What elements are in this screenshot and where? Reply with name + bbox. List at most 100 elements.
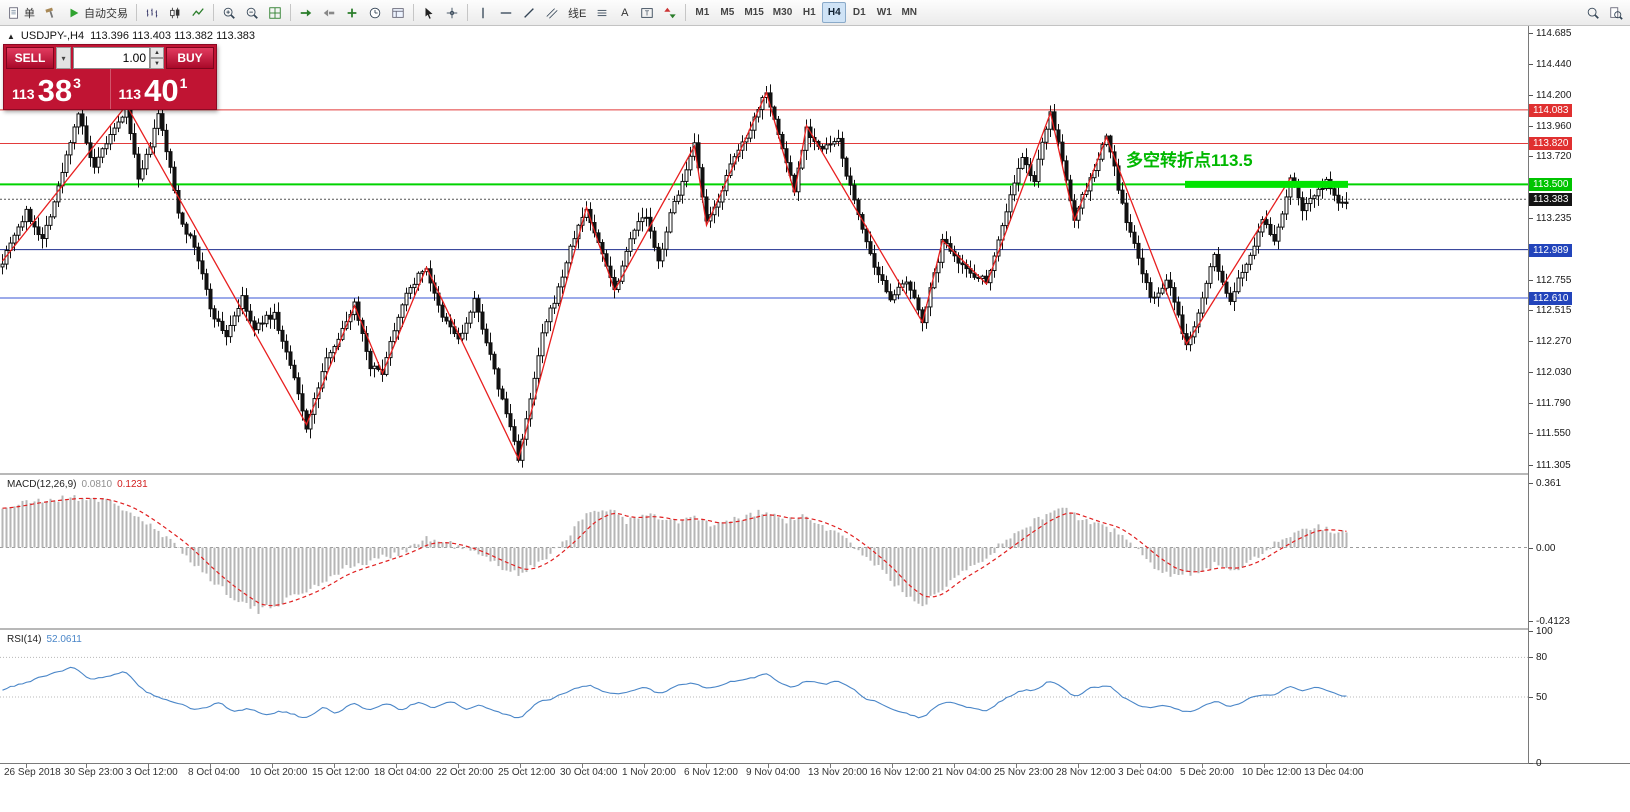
- period-dropdown-button[interactable]: [364, 2, 386, 23]
- macd-pane[interactable]: MACD(12,26,9) 0.0810 0.1231: [0, 476, 1528, 628]
- text-tool-button[interactable]: A: [614, 2, 635, 23]
- time-axis-label: 25 Nov 23:00: [994, 767, 1054, 778]
- templates-button[interactable]: [387, 2, 409, 23]
- time-tick: [520, 764, 521, 768]
- time-axis-label: 16 Nov 12:00: [870, 767, 930, 778]
- trendline-tool-button[interactable]: [518, 2, 540, 23]
- candlestick-chart[interactable]: 多空转折点113.5: [0, 26, 1528, 473]
- timeframe-h4[interactable]: H4: [822, 2, 847, 23]
- auto-scroll-button[interactable]: [295, 2, 317, 23]
- axis-tick: [1529, 482, 1533, 484]
- time-axis-label: 30 Sep 23:00: [64, 767, 124, 778]
- main-chart-pane[interactable]: 多空转折点113.5 ▲ USDJPY-,H4 113.396 113.403 …: [0, 26, 1528, 473]
- timeframe-m5[interactable]: M5: [715, 2, 739, 23]
- rsi-pane[interactable]: RSI(14) 52.0611: [0, 631, 1528, 763]
- objects-list-button[interactable]: [591, 2, 613, 23]
- timeframe-d1[interactable]: D1: [847, 2, 871, 23]
- arrows-tool-button[interactable]: [659, 2, 681, 23]
- macd-label: MACD(12,26,9) 0.0810 0.1231: [7, 479, 148, 490]
- price-axis-label: 111.305: [1536, 459, 1571, 471]
- buy-price[interactable]: 113 40 1: [109, 69, 217, 109]
- metaeditor-button[interactable]: [40, 2, 62, 23]
- toolbar-separator: [413, 4, 414, 21]
- axis-tick: [1529, 763, 1533, 764]
- volume-up-button[interactable]: ▲: [150, 47, 164, 58]
- text-label-tool-button[interactable]: T: [636, 2, 658, 23]
- new-chart-button[interactable]: [341, 2, 363, 23]
- price-axis[interactable]: 114.685 114.440 114.200 113.960 113.720 113.2…: [1528, 26, 1630, 769]
- search-button[interactable]: [1605, 2, 1627, 23]
- pluschart-icon: [345, 6, 359, 20]
- collapse-panel-icon[interactable]: ▲: [7, 31, 15, 41]
- time-tick: [582, 764, 583, 768]
- rsi-value: 52.0611: [46, 634, 82, 645]
- volume-preset-dropdown[interactable]: ▾: [56, 47, 71, 69]
- text-tool-button-label: A: [621, 6, 629, 19]
- axis-tick: [1529, 464, 1533, 466]
- crosshair-tool-button[interactable]: [441, 2, 463, 23]
- volume-input[interactable]: [73, 47, 150, 69]
- chart-title-ohlc: 113.396 113.403 113.382 113.383: [90, 30, 256, 42]
- macd-chart[interactable]: [0, 476, 1528, 628]
- time-axis[interactable]: 26 Sep 2018 30 Sep 23:00 3 Oct 12:00 8 Oct …: [0, 763, 1630, 784]
- vertical-line-tool-button[interactable]: [472, 2, 494, 23]
- search-symbol-button[interactable]: [1582, 2, 1604, 23]
- time-tick: [26, 764, 27, 768]
- buy-price-pips: 40: [144, 72, 179, 108]
- time-tick: [86, 764, 87, 768]
- rsi-name: RSI(14): [7, 634, 42, 645]
- time-tick: [954, 764, 955, 768]
- volume-down-button[interactable]: ▼: [150, 58, 164, 69]
- axis-tick: [1529, 64, 1533, 66]
- timeframe-m30[interactable]: M30: [769, 2, 796, 23]
- template-icon: [391, 6, 405, 20]
- rsi-label: RSI(14) 52.0611: [7, 634, 82, 645]
- price-badge-113.820: 113.820: [1529, 137, 1573, 151]
- autotrading-button-label: 自动交易: [84, 7, 128, 20]
- sell-price[interactable]: 113 38 3: [4, 69, 110, 109]
- timeframe-m1[interactable]: M1: [690, 2, 714, 23]
- timeframe-h1[interactable]: H1: [797, 2, 821, 23]
- tile-windows-button[interactable]: [264, 2, 286, 23]
- annotation-text: 多空转折点113.5: [1126, 150, 1253, 170]
- candlestick-chart-button[interactable]: [164, 2, 186, 23]
- pane-separator[interactable]: [0, 473, 1630, 475]
- fibonacci-tool-button[interactable]: 线E: [564, 2, 590, 23]
- cursor-tool-button[interactable]: [418, 2, 440, 23]
- time-axis-label: 9 Nov 04:00: [746, 767, 800, 778]
- buy-button[interactable]: BUY: [166, 47, 214, 69]
- macd-main-value: 0.0810: [81, 479, 113, 490]
- axis-tick: [1529, 697, 1533, 698]
- autotrading-button[interactable]: 自动交易: [63, 2, 132, 23]
- toolbar-separator: [136, 4, 137, 21]
- candles-icon: [168, 6, 182, 20]
- channel-tool-button[interactable]: [541, 2, 563, 23]
- time-tick: [1016, 764, 1017, 768]
- axis-tick: [1529, 657, 1533, 659]
- macd-axis-label: 0.361: [1536, 477, 1562, 489]
- price-badge-114.083: 114.083: [1529, 103, 1573, 117]
- timeframe-m15[interactable]: M15: [740, 2, 767, 23]
- tline-icon: [522, 6, 536, 20]
- chart-shift-button[interactable]: [318, 2, 340, 23]
- hline-icon: [499, 6, 513, 20]
- bar-chart-button[interactable]: [141, 2, 163, 23]
- timeframe-w1[interactable]: W1: [872, 2, 896, 23]
- zoom-in-button[interactable]: [218, 2, 240, 23]
- line-chart-button[interactable]: [187, 2, 209, 23]
- new-order-button[interactable]: 单: [3, 2, 39, 23]
- time-tick: [1326, 764, 1327, 768]
- price-badge-112.610: 112.610: [1529, 292, 1573, 306]
- time-tick: [1140, 764, 1141, 768]
- time-axis-label: 15 Oct 12:00: [312, 767, 370, 778]
- timeframe-h1-label: H1: [802, 7, 816, 18]
- play-icon: [67, 6, 81, 20]
- sell-button[interactable]: SELL: [6, 47, 54, 69]
- zoom-out-button[interactable]: [241, 2, 263, 23]
- rsi-chart[interactable]: [0, 631, 1528, 763]
- horizontal-line-tool-button[interactable]: [495, 2, 517, 23]
- time-tick: [644, 764, 645, 768]
- timeframe-mn[interactable]: MN: [897, 2, 921, 23]
- pane-separator[interactable]: [0, 628, 1630, 630]
